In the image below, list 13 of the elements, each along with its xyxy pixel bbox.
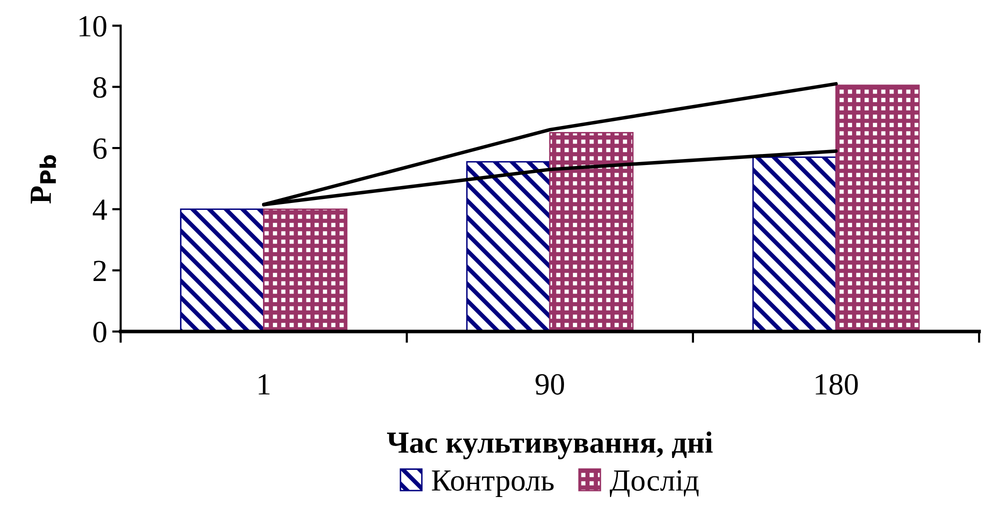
legend-label: Контроль — [432, 470, 554, 498]
x-tick-label: 1 — [258, 374, 270, 394]
y-tick-label: 10 — [80, 16, 106, 37]
x-tick-label: 180 — [816, 374, 858, 395]
x-axis-title: Час культивування, дні — [387, 431, 713, 460]
y-tick-label: 6 — [94, 138, 107, 159]
y-tick-label: 4 — [92, 200, 107, 220]
y-axis-title: P$_{Pb}$ — [30, 155, 56, 204]
legend-label: Дослід — [610, 470, 699, 498]
y-tick-label: 2 — [94, 260, 106, 281]
y-tick-label: 8 — [93, 77, 106, 98]
y-tick-label: 0 — [93, 322, 106, 342]
x-tick-label: 90 — [536, 374, 564, 395]
